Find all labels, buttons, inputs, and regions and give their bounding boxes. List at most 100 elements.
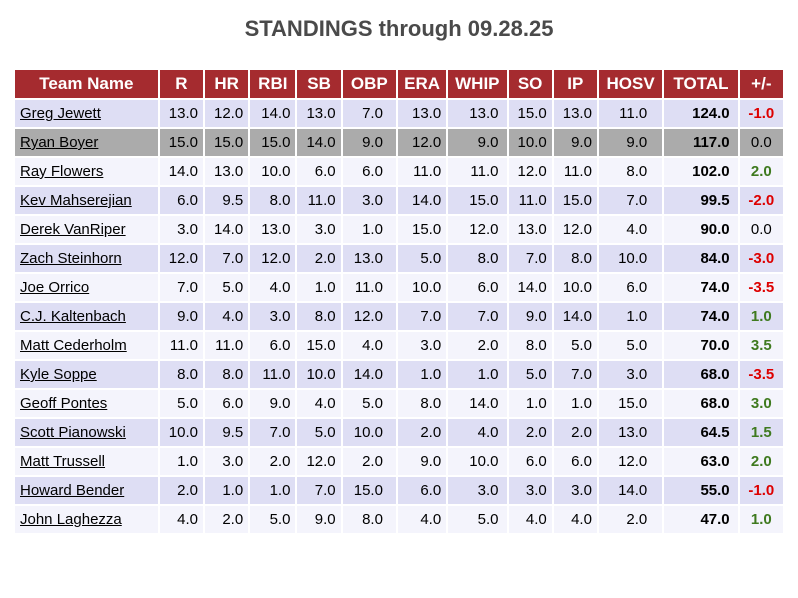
stat-obp: 10.0 [342, 419, 396, 446]
stat-so: 7.0 [508, 245, 552, 272]
team-name-link[interactable]: Howard Bender [20, 482, 125, 499]
stat-plusminus: 1.0 [739, 303, 783, 330]
team-name-link[interactable]: Ryan Boyer [20, 134, 99, 151]
stat-rbi: 10.0 [250, 158, 296, 185]
team-name-link[interactable]: Zach Steinhorn [20, 250, 122, 267]
team-name-link[interactable]: C.J. Kaltenbach [20, 308, 126, 325]
team-name-link[interactable]: Geoff Pontes [20, 395, 108, 412]
team-name-link[interactable]: Greg Jewett [20, 105, 101, 122]
stat-obp: 11.0 [342, 274, 396, 301]
stat-so: 6.0 [508, 448, 552, 475]
stat-hosv: 7.0 [598, 187, 663, 214]
table-row: Ray Flowers 14.0 13.0 10.0 6.0 6.0 11.0 … [15, 158, 783, 185]
stat-era: 4.0 [397, 506, 447, 533]
stat-rbi: 11.0 [250, 361, 296, 388]
stat-era: 5.0 [397, 245, 447, 272]
standings-tbody: Greg Jewett 13.0 12.0 14.0 13.0 7.0 13.0… [15, 100, 783, 533]
team-name-link[interactable]: Joe Orrico [20, 279, 90, 296]
team-cell: Matt Trussell [15, 448, 158, 475]
team-name-link[interactable]: John Laghezza [20, 511, 122, 528]
table-row: Geoff Pontes 5.0 6.0 9.0 4.0 5.0 8.0 14.… [15, 390, 783, 417]
team-name-link[interactable]: Matt Trussell [20, 453, 106, 470]
stat-rbi: 6.0 [250, 332, 296, 359]
stat-r: 12.0 [159, 245, 203, 272]
stat-plusminus: -1.0 [739, 477, 783, 504]
stat-so: 11.0 [508, 187, 552, 214]
stat-total: 70.0 [664, 332, 738, 359]
team-name-link[interactable]: Derek VanRiper [20, 221, 126, 238]
stat-rbi: 15.0 [250, 129, 296, 156]
stat-rbi: 8.0 [250, 187, 296, 214]
stat-whip: 10.0 [448, 448, 507, 475]
stat-obp: 6.0 [342, 158, 396, 185]
table-row: Matt Trussell 1.0 3.0 2.0 12.0 2.0 9.0 1… [15, 448, 783, 475]
stat-plusminus: -1.0 [739, 100, 783, 127]
stat-era: 8.0 [397, 390, 447, 417]
team-cell: Kev Mahserejian [15, 187, 158, 214]
stat-total: 102.0 [664, 158, 738, 185]
stat-era: 14.0 [397, 187, 447, 214]
stat-era: 3.0 [397, 332, 447, 359]
col-header-hosv: HOSV [598, 70, 663, 98]
stat-sb: 1.0 [297, 274, 341, 301]
col-header-r: R [159, 70, 203, 98]
stat-r: 13.0 [159, 100, 203, 127]
stat-whip: 9.0 [448, 129, 507, 156]
stat-hr: 4.0 [204, 303, 249, 330]
team-name-link[interactable]: Scott Pianowski [20, 424, 126, 441]
col-header-obp: OBP [342, 70, 396, 98]
stat-plusminus: -3.5 [739, 361, 783, 388]
team-name-link[interactable]: Ray Flowers [20, 163, 104, 180]
stat-r: 6.0 [159, 187, 203, 214]
team-cell: Howard Bender [15, 477, 158, 504]
stat-rbi: 5.0 [250, 506, 296, 533]
stat-era: 15.0 [397, 216, 447, 243]
stat-era: 9.0 [397, 448, 447, 475]
stat-hosv: 11.0 [598, 100, 663, 127]
team-cell: Greg Jewett [15, 100, 158, 127]
table-row: Howard Bender 2.0 1.0 1.0 7.0 15.0 6.0 3… [15, 477, 783, 504]
stat-era: 11.0 [397, 158, 447, 185]
stat-r: 3.0 [159, 216, 203, 243]
stat-ip: 7.0 [553, 361, 597, 388]
stat-hr: 9.5 [204, 419, 249, 446]
stat-total: 90.0 [664, 216, 738, 243]
stat-hosv: 15.0 [598, 390, 663, 417]
team-cell: C.J. Kaltenbach [15, 303, 158, 330]
stat-total: 64.5 [664, 419, 738, 446]
stat-r: 5.0 [159, 390, 203, 417]
stat-obp: 7.0 [342, 100, 396, 127]
stat-rbi: 3.0 [250, 303, 296, 330]
stat-whip: 15.0 [448, 187, 507, 214]
stat-hr: 11.0 [204, 332, 249, 359]
stat-hr: 13.0 [204, 158, 249, 185]
team-cell: Matt Cederholm [15, 332, 158, 359]
stat-total: 63.0 [664, 448, 738, 475]
stat-rbi: 14.0 [250, 100, 296, 127]
stat-era: 7.0 [397, 303, 447, 330]
stat-ip: 3.0 [553, 477, 597, 504]
stat-ip: 6.0 [553, 448, 597, 475]
stat-sb: 8.0 [297, 303, 341, 330]
col-header-so: SO [508, 70, 552, 98]
table-row: Kev Mahserejian 6.0 9.5 8.0 11.0 3.0 14.… [15, 187, 783, 214]
stat-r: 1.0 [159, 448, 203, 475]
team-name-link[interactable]: Kev Mahserejian [20, 192, 132, 209]
stat-r: 8.0 [159, 361, 203, 388]
stat-obp: 1.0 [342, 216, 396, 243]
stat-era: 6.0 [397, 477, 447, 504]
team-name-link[interactable]: Matt Cederholm [20, 337, 127, 354]
team-cell: Ryan Boyer [15, 129, 158, 156]
stat-total: 68.0 [664, 390, 738, 417]
team-name-link[interactable]: Kyle Soppe [20, 366, 97, 383]
stat-obp: 2.0 [342, 448, 396, 475]
stat-obp: 9.0 [342, 129, 396, 156]
stat-r: 4.0 [159, 506, 203, 533]
stat-so: 4.0 [508, 506, 552, 533]
stat-era: 12.0 [397, 129, 447, 156]
table-row: Matt Cederholm 11.0 11.0 6.0 15.0 4.0 3.… [15, 332, 783, 359]
stat-hr: 3.0 [204, 448, 249, 475]
stat-obp: 14.0 [342, 361, 396, 388]
stat-sb: 4.0 [297, 390, 341, 417]
stat-whip: 14.0 [448, 390, 507, 417]
